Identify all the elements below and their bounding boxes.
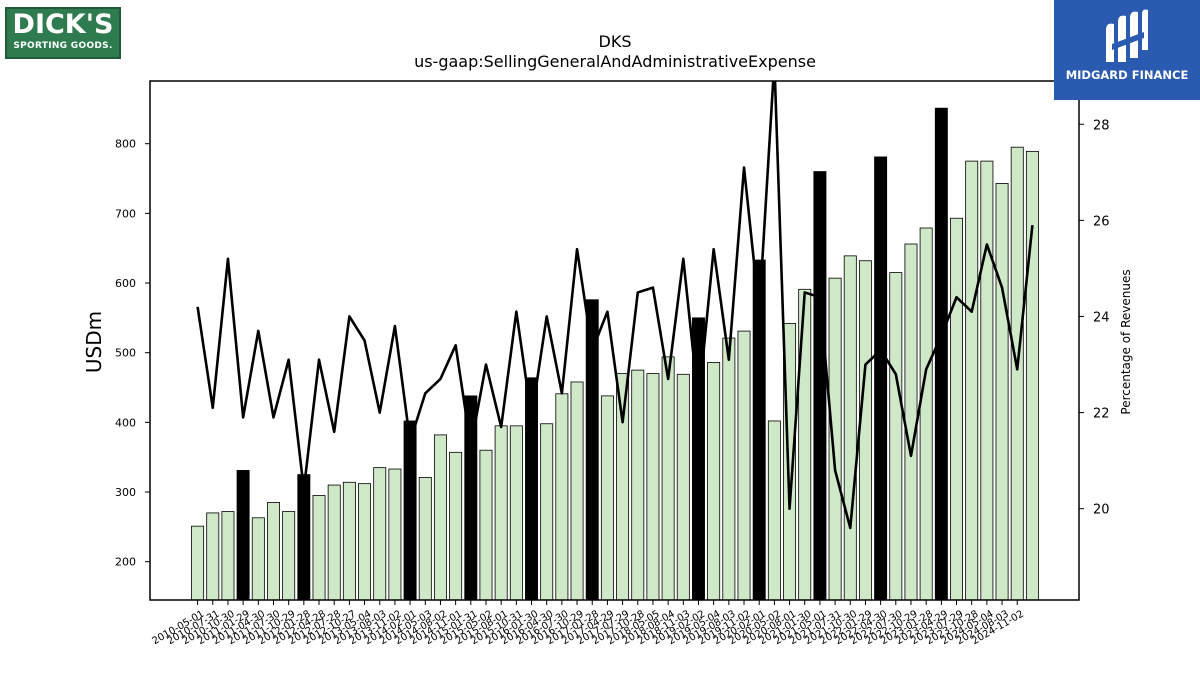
bar [358,483,372,601]
y2-tick-label: 22 [1093,407,1110,422]
bar [449,451,463,601]
y2-tick-label: 24 [1093,310,1110,325]
percentage-line [196,81,1034,530]
y2-axis-label: Percentage of Revenues [1119,269,1133,414]
bar [737,330,751,601]
bar [934,107,948,601]
bar [980,160,994,601]
bar [494,425,508,601]
midgard-logo-text: MIDGARD FINANCE [1065,68,1189,82]
bar [995,183,1009,601]
bar [1010,146,1024,601]
y-axis-label: USDm [82,311,106,373]
bar [540,423,554,601]
bar [767,420,781,601]
bar [858,260,872,601]
bar [236,470,250,601]
bar [813,171,827,601]
plot-frame [149,80,1080,601]
y-tick-label: 700 [115,207,136,220]
line-layer [196,81,1034,530]
bar [965,160,979,601]
bar [919,227,933,601]
y2-tick-label: 20 [1093,503,1110,518]
bar [1025,150,1039,601]
y2-tick-label: 26 [1093,214,1110,229]
bar [570,381,584,601]
bar [889,272,903,601]
dicks-logo-wordmark: DICK'S [12,9,114,40]
dicks-logo-tagline: SPORTING GOODS. [13,41,113,51]
dicks-sporting-goods-logo: DICK'S SPORTING GOODS. [5,7,121,59]
chart-title: DKS [598,32,632,51]
bar [327,484,341,601]
bar [828,277,842,601]
bar [646,373,660,601]
bar [418,476,432,601]
bars-layer [191,107,1039,601]
x-axis: 2010-05-012010-07-312010-10-302011-01-29… [150,600,1026,647]
bar [722,337,736,601]
bar [221,511,235,601]
bar [267,502,280,601]
bar [874,156,888,601]
bar [342,481,356,601]
bar [707,362,721,601]
bar [282,511,296,601]
y-tick-label: 300 [115,486,136,499]
bar [904,243,918,601]
y-tick-label: 500 [115,347,136,360]
bar [676,373,690,601]
bar [206,512,220,601]
y2-tick-label: 28 [1093,118,1110,133]
bar [403,420,417,601]
bar [661,356,675,601]
midgard-finance-logo: MIDGARD FINANCE [1054,0,1200,100]
bar [555,393,569,601]
bar [433,434,447,601]
left-axis: 200 300 400 500 600 700 800 [115,138,150,569]
y-tick-label: 200 [115,556,136,569]
bar [600,395,614,601]
bar [388,468,402,601]
midgard-mark-icon [1106,9,1148,63]
chart-subtitle: us-gaap:SellingGeneralAndAdministrativeE… [414,52,816,71]
y-tick-label: 800 [115,138,136,151]
y-tick-label: 600 [115,277,136,290]
bar [191,525,205,601]
bar [297,474,311,601]
bar [509,425,523,601]
bar [843,255,857,601]
bar [950,217,963,601]
bar [631,369,645,601]
bar [373,467,387,601]
right-axis: 20 22 24 26 28 [1079,118,1110,518]
bar [251,517,265,601]
y-tick-label: 400 [115,416,136,429]
bar [312,495,326,601]
bar [479,449,493,601]
bar [616,373,630,601]
